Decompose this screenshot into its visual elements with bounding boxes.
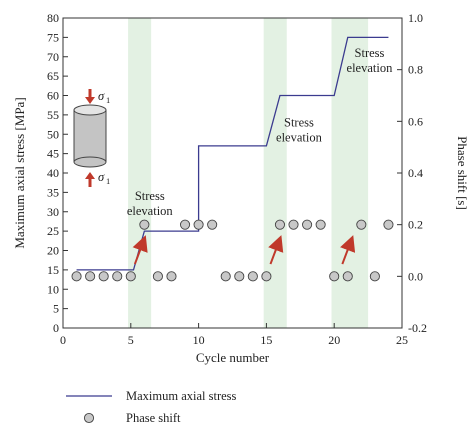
y2-tick-label: -0.2 xyxy=(408,321,427,335)
cylinder-bottom xyxy=(73,156,107,168)
y-tick-label: 55 xyxy=(47,108,59,122)
x-tick-label: 20 xyxy=(328,333,340,347)
phase-shift-point xyxy=(152,271,163,282)
red-arrow-1 xyxy=(132,235,148,265)
phase-shift-point xyxy=(179,219,191,230)
stress-elevation-1-line1: Stress xyxy=(135,189,165,203)
y2-tick-label: 0.4 xyxy=(408,166,423,180)
stress-elevation-3-line1: Stress xyxy=(355,46,385,60)
cylinder-body xyxy=(74,110,106,162)
y2-tick-label: 0.8 xyxy=(408,63,423,77)
stress-elevation-2-line2: elevation xyxy=(276,131,323,145)
phase-shift-point xyxy=(207,219,218,230)
y-tick-label: 0 xyxy=(53,321,59,335)
phase-shift-point xyxy=(125,271,136,282)
y-tick-label: 20 xyxy=(47,244,59,258)
phase-shift-point xyxy=(329,271,340,282)
sigma-top-label: σ xyxy=(98,89,105,103)
red-arrow-2 xyxy=(268,235,284,265)
y-tick-label: 5 xyxy=(53,302,59,316)
phase-shift-point xyxy=(71,271,82,282)
y-tick-label: 80 xyxy=(47,11,59,25)
y2-tick-label: 0.2 xyxy=(408,218,423,232)
y-tick-label: 10 xyxy=(47,282,59,296)
x-axis-label: Cycle number xyxy=(196,350,270,365)
phase-shift-point xyxy=(369,271,380,282)
y-tick-label: 50 xyxy=(47,127,59,141)
phase-shift-point xyxy=(302,219,313,230)
phase-shift-point xyxy=(356,219,367,230)
shaded-band-1 xyxy=(128,18,152,328)
stress-elevation-3-line2: elevation xyxy=(347,61,394,75)
phase-shift-point xyxy=(220,271,231,282)
phase-shift-point xyxy=(261,271,272,282)
phase-shift-point xyxy=(85,271,96,282)
y2-tick-label: 0.6 xyxy=(408,114,423,128)
stress-elevation-2-line1: Stress xyxy=(284,116,314,130)
y2-tick-label: 1.0 xyxy=(408,11,423,25)
stress-elevation-1-line2: elevation xyxy=(127,204,174,218)
phase-shift-point xyxy=(274,219,286,230)
red-arrow-3 xyxy=(340,235,356,265)
x-tick-label: 0 xyxy=(60,333,66,347)
phase-shift-point xyxy=(234,271,245,282)
legend-label-stress: Maximum axial stress xyxy=(126,389,237,403)
sigma-top-subscript: 1 xyxy=(106,95,110,105)
x-tick-label: 5 xyxy=(128,333,134,347)
y-tick-label: 70 xyxy=(47,50,59,64)
y2-axis-label: Phase shift [s] xyxy=(455,136,470,210)
phase-shift-point xyxy=(98,271,109,282)
y-tick-label: 75 xyxy=(47,30,59,44)
y-tick-label: 40 xyxy=(47,166,59,180)
phase-shift-point xyxy=(383,219,394,230)
phase-shift-point xyxy=(342,271,353,282)
sigma-bottom-label: σ xyxy=(98,170,105,184)
y-tick-label: 60 xyxy=(47,89,59,103)
phase-shift-point xyxy=(193,219,204,230)
phase-shift-point xyxy=(315,219,326,230)
y-tick-label: 65 xyxy=(47,69,59,83)
phase-shift-point xyxy=(247,271,258,282)
y-axis-label: Maximum axial stress [MPa] xyxy=(12,97,27,248)
sigma-bottom-subscript: 1 xyxy=(106,176,110,186)
legend-marker-swatch xyxy=(83,412,95,424)
x-tick-label: 10 xyxy=(193,333,205,347)
phase-shift-point xyxy=(112,271,123,282)
cylinder-top xyxy=(73,104,107,116)
y2-tick-label: 0.0 xyxy=(408,269,423,283)
phase-shift-point xyxy=(166,271,177,282)
y-tick-label: 45 xyxy=(47,147,59,161)
shaded-band-2 xyxy=(263,18,287,328)
phase-shift-point xyxy=(288,219,299,230)
y-tick-label: 15 xyxy=(47,263,59,277)
phase-shift-point xyxy=(139,219,150,230)
y-tick-label: 35 xyxy=(47,185,59,199)
x-tick-label: 15 xyxy=(260,333,272,347)
sigma-top-arrow-head xyxy=(85,97,95,104)
legend-label-phase: Phase shift xyxy=(126,411,181,425)
x-tick-label: 25 xyxy=(396,333,408,347)
sigma-bottom-arrow-head xyxy=(85,172,95,179)
y-tick-label: 25 xyxy=(47,224,59,238)
y-tick-label: 30 xyxy=(47,205,59,219)
